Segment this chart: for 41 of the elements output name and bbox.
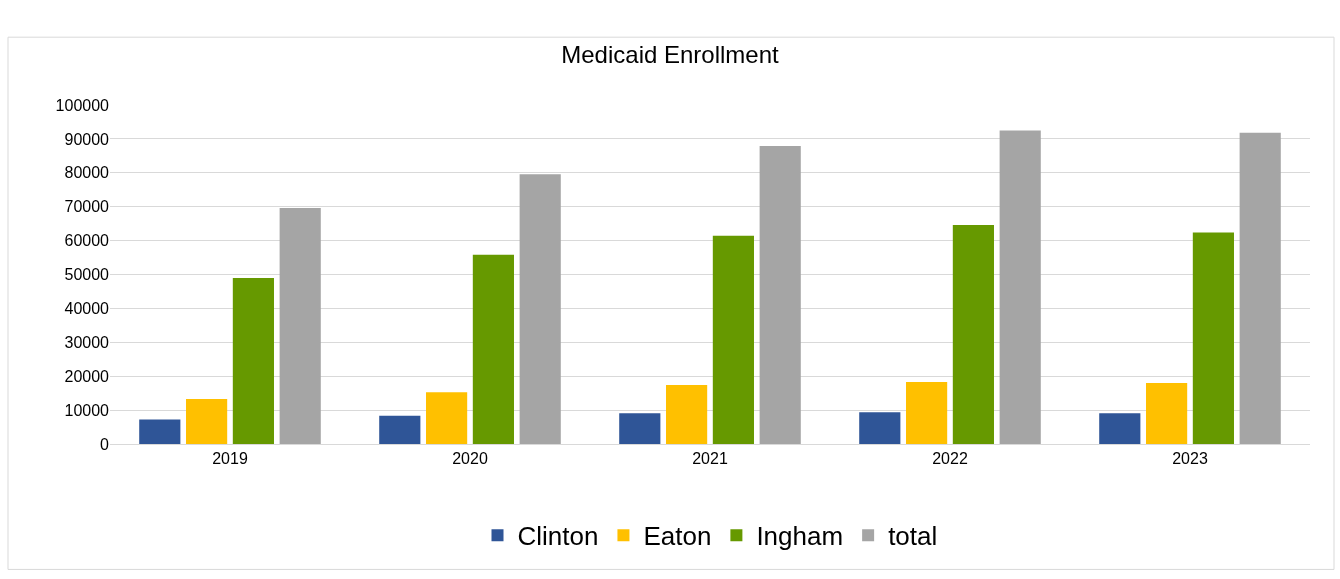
bar — [666, 385, 708, 444]
legend-label: Ingham — [756, 521, 844, 552]
y-tick-label: 40000 — [64, 300, 110, 317]
y-tick-label: 20000 — [64, 367, 110, 385]
bar — [999, 130, 1041, 444]
x-tick-label: 2019 — [212, 450, 248, 468]
bar — [139, 419, 181, 444]
bar — [472, 254, 514, 444]
y-tick-label: 90000 — [64, 130, 110, 148]
x-tick-label: 2020 — [452, 450, 488, 468]
bar — [1192, 232, 1234, 444]
legend-label: Eaton — [643, 521, 712, 552]
legend-label: Clinton — [517, 521, 599, 552]
y-tick-label: 60000 — [64, 232, 110, 250]
y-tick-label: 80000 — [64, 164, 110, 182]
y-tick-label: 50000 — [64, 266, 110, 284]
y-tick-label: 0 — [100, 435, 110, 453]
bar — [519, 174, 561, 444]
y-tick-label: 30000 — [64, 333, 110, 351]
chart-title: Medicaid Enrollment — [561, 41, 780, 69]
bar — [906, 381, 948, 444]
y-tick-label: 70000 — [64, 198, 110, 216]
bar — [426, 392, 468, 444]
x-tick-label: 2022 — [932, 450, 968, 468]
y-tick-label: 100000 — [55, 96, 110, 114]
bar — [1099, 413, 1141, 444]
bar — [232, 277, 274, 444]
legend-label: total — [888, 521, 938, 552]
bar — [619, 413, 661, 444]
bar — [379, 415, 421, 444]
bar — [186, 398, 228, 444]
bar — [859, 412, 901, 444]
bar — [712, 235, 754, 444]
y-tick-label: 10000 — [64, 401, 110, 419]
x-tick-label: 2023 — [1172, 450, 1208, 468]
bar — [759, 146, 801, 444]
bar — [1239, 132, 1281, 444]
bar — [1146, 382, 1188, 444]
x-tick-label: 2021 — [692, 450, 728, 468]
bar — [952, 225, 994, 444]
bar — [279, 208, 321, 444]
